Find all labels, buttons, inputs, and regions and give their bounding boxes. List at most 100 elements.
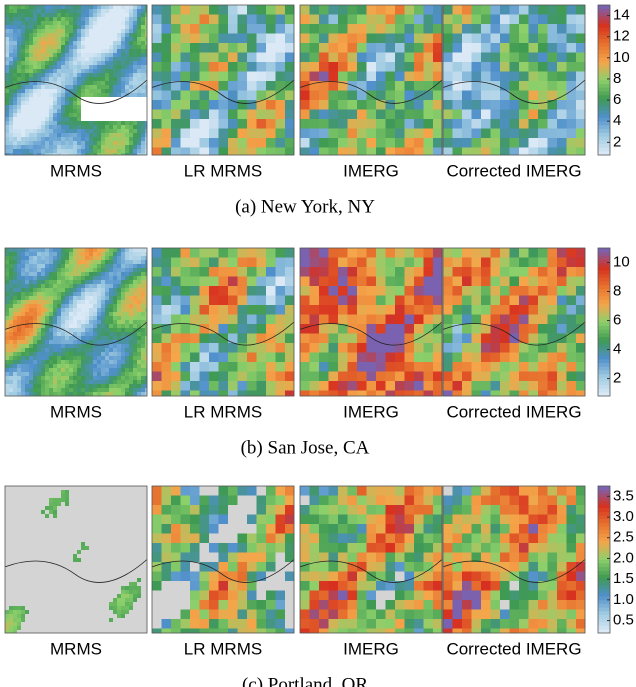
map-cell	[276, 315, 286, 325]
map-cell	[386, 72, 396, 82]
map-cell	[117, 101, 121, 105]
colorbar-step	[598, 296, 610, 300]
map-cell	[141, 45, 145, 49]
map-cell	[472, 391, 482, 397]
map-cell	[133, 368, 137, 372]
map-cell	[85, 292, 89, 296]
map-cell	[125, 85, 129, 89]
map-cell	[25, 73, 29, 77]
map-cell	[105, 125, 109, 129]
map-cell	[89, 29, 93, 33]
map-cell	[65, 348, 69, 352]
map-cell	[85, 514, 89, 518]
map-cell	[376, 296, 386, 306]
map-cell	[117, 77, 121, 81]
map-cell	[81, 141, 85, 145]
map-cell	[81, 280, 85, 284]
map-cell	[33, 37, 37, 41]
map-cell	[49, 129, 53, 133]
map-cell	[33, 352, 37, 356]
map-cell	[17, 550, 21, 554]
map-cell	[5, 518, 9, 522]
map-cell	[13, 248, 17, 252]
map-cell	[113, 550, 117, 554]
map-cell	[117, 494, 121, 498]
map-cell	[109, 384, 113, 388]
map-cell	[141, 296, 145, 300]
map-cell	[101, 296, 105, 300]
map-cell	[45, 280, 49, 284]
map-cell	[69, 368, 73, 372]
map-cell	[443, 334, 453, 344]
map-cell	[89, 5, 93, 9]
map-cell	[121, 550, 125, 554]
map-cell	[285, 296, 294, 306]
map-cell	[93, 9, 97, 13]
map-cell	[109, 518, 113, 522]
map-cell	[89, 65, 93, 69]
map-cell	[45, 73, 49, 77]
map-cell	[85, 518, 89, 522]
map-cell	[77, 376, 81, 380]
map-cell	[109, 498, 113, 502]
map-cell	[93, 324, 97, 328]
map-cell	[29, 141, 33, 145]
map-cell	[137, 145, 141, 149]
map-cell	[45, 332, 49, 336]
map-cell	[133, 125, 137, 129]
map-cell	[129, 121, 133, 125]
map-cell	[77, 514, 81, 518]
map-cell	[5, 368, 9, 372]
map-cell	[162, 129, 172, 139]
map-cell	[228, 24, 238, 34]
map-cell	[238, 62, 248, 72]
map-cell	[405, 110, 415, 120]
map-cell	[319, 34, 329, 44]
map-cell	[17, 284, 21, 288]
map-cell	[77, 121, 81, 125]
map-cell	[125, 252, 129, 256]
map-cell	[33, 360, 37, 364]
map-cell	[9, 41, 13, 45]
map-cell	[25, 129, 29, 133]
map-cell	[61, 69, 65, 73]
map-cell	[481, 43, 491, 53]
map-cell	[348, 43, 358, 53]
map-cell	[37, 514, 41, 518]
map-cell	[117, 360, 121, 364]
map-cell	[500, 148, 510, 156]
map-cell	[61, 340, 65, 344]
map-cell	[9, 368, 13, 372]
map-cell	[37, 260, 41, 264]
map-cell	[13, 336, 17, 340]
map-cell	[238, 353, 248, 363]
map-cell	[37, 37, 41, 41]
map-cell	[25, 268, 29, 272]
map-cell	[69, 73, 73, 77]
map-cell	[85, 324, 89, 328]
map-cell	[300, 277, 310, 287]
map-cell	[576, 24, 585, 34]
map-cell	[129, 534, 133, 538]
map-cell	[109, 252, 113, 256]
map-cell	[257, 353, 267, 363]
map-cell	[181, 43, 191, 53]
map-cell	[81, 550, 85, 554]
map-cell	[45, 25, 49, 29]
map-cell	[529, 372, 539, 382]
colorbar-tick-label: 2	[613, 133, 621, 150]
map-cell	[45, 510, 49, 514]
map-cell	[162, 343, 172, 353]
map-cell	[85, 37, 89, 41]
map-cell	[133, 133, 137, 137]
map-cell	[266, 34, 276, 44]
map-cell	[529, 315, 539, 325]
map-cell	[117, 137, 121, 141]
map-cell	[53, 117, 57, 121]
map-cell	[109, 368, 113, 372]
map-cell	[21, 105, 25, 109]
map-cell	[73, 308, 77, 312]
map-cell	[310, 34, 320, 44]
map-cell	[25, 510, 29, 514]
map-cell	[209, 267, 219, 277]
